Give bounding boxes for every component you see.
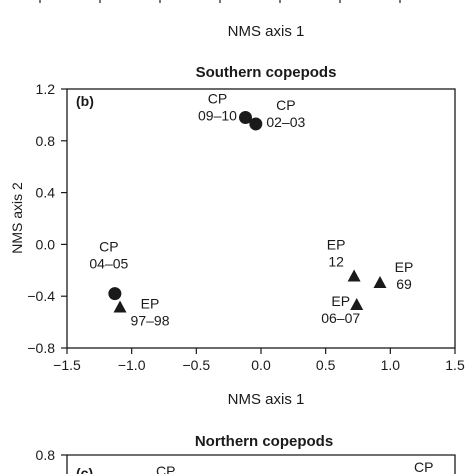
panel-b-label: (b)	[76, 93, 94, 109]
panel-c-title: Northern copepods	[195, 433, 333, 450]
x-tick-label: 1.5	[445, 357, 465, 373]
point-label: CP 02–03	[266, 97, 305, 130]
panel-c-plot-frame	[66, 454, 456, 474]
panel-b-title: Southern copepods	[196, 64, 337, 81]
panel-b-southern-copepods: Southern copepods (b) NMS axis 2 NMS axi…	[9, 64, 465, 408]
x-tick-label: 0.5	[316, 357, 336, 373]
y-tick-label: 0.4	[36, 185, 56, 201]
ep-triangle-point	[113, 300, 127, 313]
point-label: CP 04–05	[89, 239, 128, 272]
x-tick-label: −1.5	[53, 357, 81, 373]
cp-circle-point	[108, 287, 122, 301]
panel-b-y-axis-label: NMS axis 2	[9, 182, 25, 254]
y-tick-label: 0.0	[36, 236, 56, 252]
x-tick-label: −1.0	[118, 357, 146, 373]
ep-triangle-point	[373, 275, 387, 288]
x-tick-label: 0.0	[251, 357, 271, 373]
point-label: EP 97–98	[131, 296, 170, 329]
top-panel-x-axis-label: NMS axis 1	[228, 23, 305, 40]
panel-b-x-axis-label: NMS axis 1	[228, 391, 305, 408]
panel-c-northern-copepods: Northern copepods 0.8 (c) CP CP	[36, 433, 456, 474]
panel-b-axes-ticks: −1.5 −1.0 −0.5 0.0 0.5 1.0 1.5 1.2 0.8 0.4 0.0 −0.4…	[27, 81, 465, 373]
panel-c-y-tick-label: 0.8	[36, 447, 56, 463]
point-label: EP 12	[327, 236, 346, 269]
panel-c-point-label: CP	[414, 459, 433, 474]
panel-c-label: (c)	[76, 465, 93, 474]
point-label: EP 69	[395, 259, 414, 292]
point-label: CP 09–10	[198, 90, 237, 123]
ep-triangle-point	[350, 297, 364, 310]
panel-c-point-label: CP	[156, 463, 175, 474]
ep-triangle-point	[347, 269, 361, 282]
y-tick-label: 1.2	[36, 81, 56, 97]
top-panel-fragment: NMS axis 1	[39, 0, 401, 40]
y-tick-label: −0.8	[27, 340, 55, 356]
y-tick-label: −0.4	[27, 288, 55, 304]
y-tick-label: 0.8	[36, 133, 56, 149]
point-label: EP 06–07	[321, 293, 360, 326]
x-tick-label: −0.5	[183, 357, 211, 373]
x-tick-label: 1.0	[381, 357, 401, 373]
cp-circle-point	[249, 117, 263, 131]
cp-circle-point	[238, 110, 252, 124]
